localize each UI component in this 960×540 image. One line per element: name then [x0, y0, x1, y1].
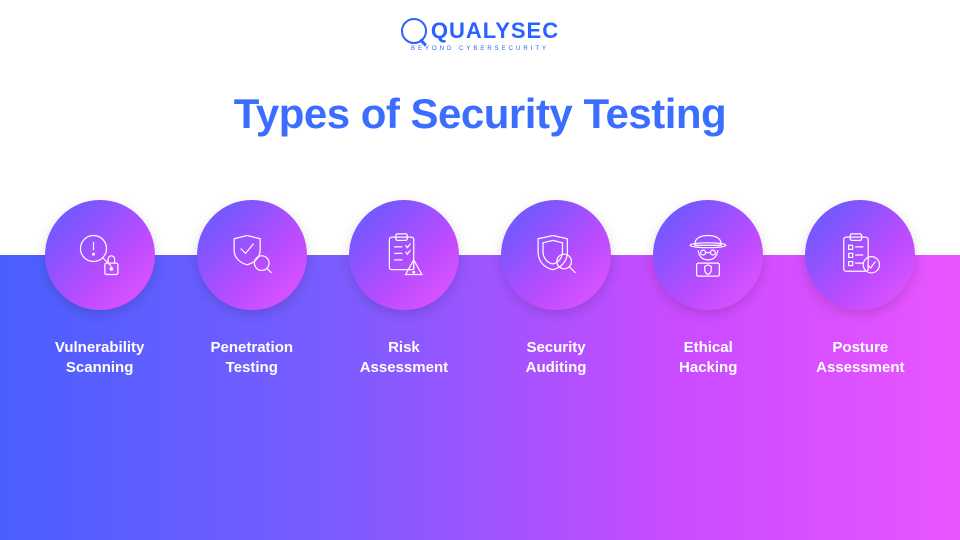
brand-logo: QUALYSEC BEYOND CYBERSECURITY — [0, 0, 960, 52]
circle-ethical-hacking — [653, 200, 763, 310]
item-security-auditing: Security Auditing — [484, 200, 629, 379]
items-row: Vulnerability Scanning Penetration Testi… — [0, 200, 960, 379]
hacker-hat-icon — [682, 229, 734, 281]
label-vulnerability-scanning: Vulnerability Scanning — [55, 338, 144, 379]
label-security-auditing: Security Auditing — [526, 338, 587, 379]
circle-penetration-testing — [197, 200, 307, 310]
logo-text: QUALYSEC — [431, 18, 559, 44]
logo-tagline: BEYOND CYBERSECURITY — [411, 46, 549, 52]
label-penetration-testing: Penetration Testing — [211, 338, 294, 379]
item-risk-assessment: Risk Assessment — [331, 200, 476, 379]
shield-check-magnifier-icon — [226, 229, 278, 281]
item-vulnerability-scanning: Vulnerability Scanning — [27, 200, 172, 379]
circle-risk-assessment — [349, 200, 459, 310]
circle-vulnerability-scanning — [45, 200, 155, 310]
page-title: Types of Security Testing — [0, 90, 960, 138]
circle-posture-assessment — [805, 200, 915, 310]
logo-q-icon — [401, 18, 427, 44]
clipboard-check-icon — [834, 229, 886, 281]
circle-security-auditing — [501, 200, 611, 310]
logo-wordmark: QUALYSEC — [401, 18, 559, 44]
shield-magnifier-icon — [530, 229, 582, 281]
label-ethical-hacking: Ethical Hacking — [679, 338, 737, 379]
item-penetration-testing: Penetration Testing — [179, 200, 324, 379]
label-posture-assessment: Posture Assessment — [816, 338, 904, 379]
magnifier-alert-lock-icon — [74, 229, 126, 281]
item-posture-assessment: Posture Assessment — [788, 200, 933, 379]
label-risk-assessment: Risk Assessment — [360, 338, 448, 379]
clipboard-alert-icon — [378, 229, 430, 281]
item-ethical-hacking: Ethical Hacking — [636, 200, 781, 379]
